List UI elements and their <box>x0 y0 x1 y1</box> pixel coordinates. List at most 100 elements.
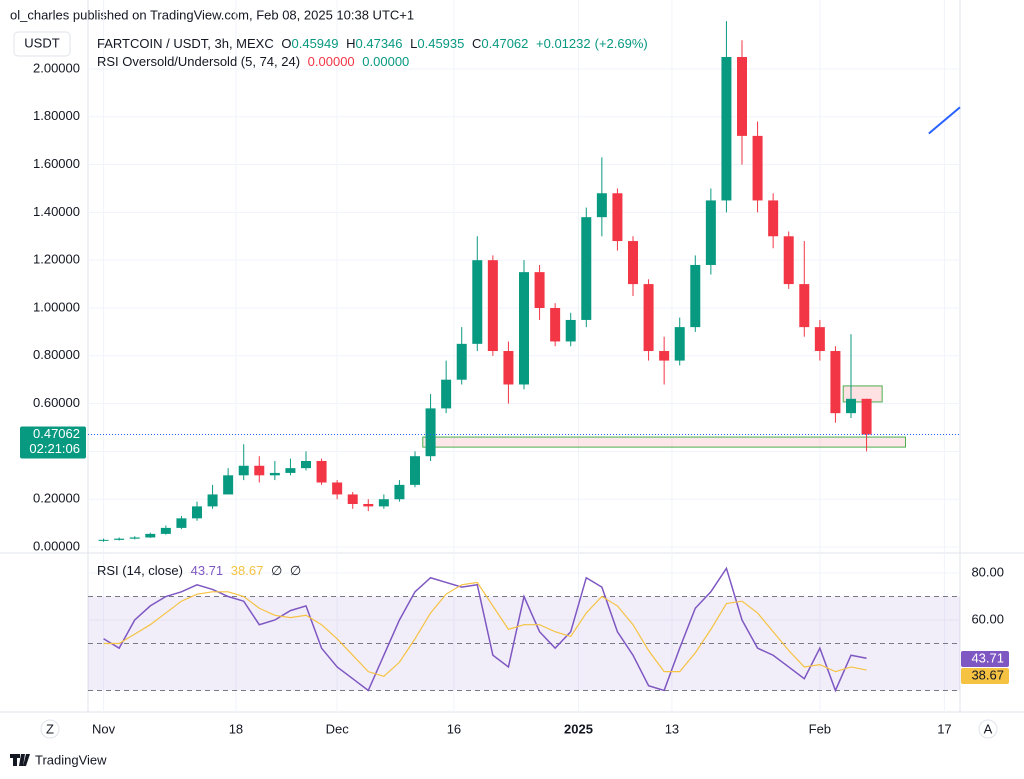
candle-body <box>861 398 872 435</box>
candle-body <box>347 494 358 504</box>
candle-body <box>519 272 529 385</box>
candle-body <box>550 307 561 342</box>
candle-body <box>160 527 171 534</box>
ohlc-value: 0.45949 <box>291 36 339 51</box>
candle-body <box>674 327 685 361</box>
candle-body <box>425 408 436 457</box>
rsi-tick-label: 60.00 <box>971 611 1004 626</box>
candle-body <box>721 57 732 201</box>
ohlc-label: H <box>346 36 356 51</box>
y-tick-label: 2.00000 <box>33 60 80 75</box>
x-tick-label: Feb <box>809 721 831 736</box>
rsi-symbol: ∅ <box>289 563 302 578</box>
x-tick-label: 2025 <box>564 721 593 736</box>
candle-body <box>316 460 327 483</box>
published-line: ol_charles published on TradingView.com,… <box>10 7 414 22</box>
candle-body <box>301 460 311 469</box>
grid <box>88 0 960 712</box>
y-tick-label: 1.60000 <box>33 156 80 171</box>
rsi-title: RSI (14, close) <box>97 563 183 578</box>
zone <box>422 436 906 448</box>
candle-body <box>814 327 825 352</box>
ohlc-label: O <box>281 36 292 51</box>
indicator-value: 0.00000 <box>307 54 355 69</box>
ohlc-value: 0.47062 <box>481 36 529 51</box>
candle-body <box>410 456 420 485</box>
currency-box[interactable] <box>13 31 71 57</box>
rsi-value-label: 43.71 <box>971 650 1004 665</box>
rsi-value-tag <box>961 668 1009 684</box>
candle-body <box>207 494 218 507</box>
y-tick-label: 0.60000 <box>33 395 80 410</box>
candle-body <box>799 284 810 328</box>
candle-body <box>659 351 670 361</box>
candle-body <box>581 217 592 320</box>
rsi-line <box>103 581 867 678</box>
symbol-title: FARTCOIN / USDT, 3h, MEXC <box>97 36 274 51</box>
brand-logo <box>10 754 30 766</box>
rsi-value-label: 38.67 <box>971 667 1004 682</box>
candle-body <box>596 193 607 218</box>
trendline <box>928 106 961 135</box>
candle-body <box>487 260 498 352</box>
candle-body <box>830 351 841 414</box>
y-tick-label: 1.40000 <box>33 204 80 219</box>
y-tick-label: 0.00000 <box>33 538 80 553</box>
candle-body <box>846 398 856 414</box>
main-legend: FARTCOIN / USDT, 3h, MEXC O0.45949 H0.47… <box>97 36 652 51</box>
candle-body <box>768 200 779 237</box>
change: +0.01232 <box>536 36 591 51</box>
ohlc-label: C <box>472 36 482 51</box>
last-price-label: 0.47062 <box>33 426 80 441</box>
candle-body <box>332 482 343 495</box>
y-tick-label: 1.00000 <box>33 299 80 314</box>
rsi-tick-label: 80.00 <box>971 564 1004 579</box>
candle-body <box>129 537 140 539</box>
ohlc-label: L <box>410 36 418 51</box>
scale-button[interactable] <box>40 719 60 739</box>
candle-body <box>456 343 467 380</box>
y-tick-label: 1.20000 <box>33 252 80 267</box>
currency: USDT <box>24 35 59 50</box>
rsi-value-tag <box>961 651 1009 667</box>
x-tick-label: Dec <box>326 721 350 736</box>
ohlc-value: 0.47346 <box>355 36 403 51</box>
brand: TradingView <box>35 752 107 767</box>
scale-button-label: A <box>984 721 993 736</box>
candle-body <box>192 506 202 519</box>
candle-body <box>223 475 234 495</box>
candle-body <box>254 465 265 476</box>
candle-body <box>643 284 654 352</box>
rsi-legend: RSI (14, close) 43.71 38.67 ∅ ∅ <box>97 563 305 579</box>
candle-body <box>98 539 109 541</box>
candle-body <box>503 351 514 385</box>
indicator-legend: RSI Oversold/Undersold (5, 74, 24) 0.000… <box>97 54 413 69</box>
x-tick-label: 16 <box>447 721 461 736</box>
y-tick-label: 1.80000 <box>33 108 80 123</box>
candle-body <box>176 518 187 528</box>
candle-body <box>363 503 374 507</box>
candle-body <box>737 57 747 136</box>
candle-body <box>238 465 249 476</box>
x-tick-label: 18 <box>229 721 243 736</box>
last-price-tag <box>20 426 86 459</box>
candle-body <box>690 264 701 328</box>
candle-body <box>534 272 545 308</box>
y-tick-label: 0.80000 <box>33 347 80 362</box>
candle-body <box>565 319 576 342</box>
candle-body <box>705 200 716 265</box>
rsi-symbol: ∅ <box>270 563 283 578</box>
x-tick-label: 17 <box>937 721 951 736</box>
y-tick-label: 0.20000 <box>33 491 80 506</box>
candle-body <box>145 533 156 538</box>
scale-button-label: Z <box>46 721 54 736</box>
indicator-title: RSI Oversold/Undersold (5, 74, 24) <box>97 54 301 69</box>
scale-button[interactable] <box>978 719 998 739</box>
candle-body <box>269 472 280 476</box>
candle-body <box>441 379 452 409</box>
candle-body <box>472 260 483 344</box>
ohlc-value: 0.45935 <box>417 36 465 51</box>
x-tick-label: 13 <box>665 721 679 736</box>
